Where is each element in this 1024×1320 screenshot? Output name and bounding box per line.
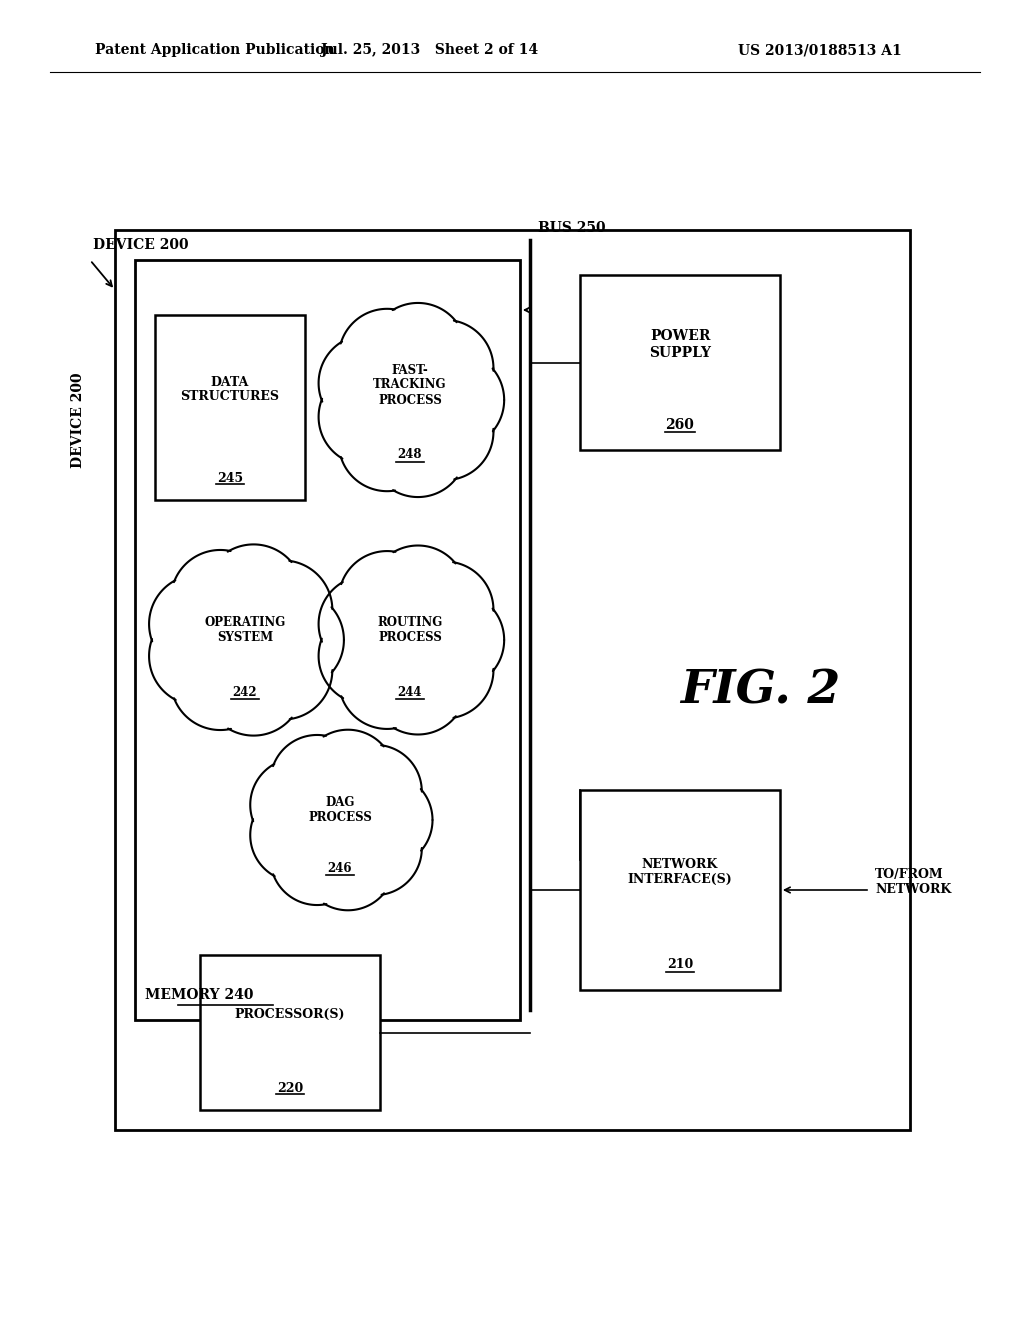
Circle shape	[318, 576, 416, 672]
Circle shape	[250, 758, 344, 851]
Circle shape	[204, 544, 303, 643]
Text: Jul. 25, 2013   Sheet 2 of 14: Jul. 25, 2013 Sheet 2 of 14	[322, 44, 539, 57]
Text: Patent Application Publication: Patent Application Publication	[95, 44, 335, 57]
Circle shape	[288, 767, 392, 873]
Circle shape	[396, 561, 494, 659]
Text: 246: 246	[328, 862, 352, 874]
Circle shape	[370, 638, 466, 734]
Circle shape	[250, 788, 344, 882]
Circle shape	[355, 346, 465, 454]
Bar	[580, 789, 780, 990]
Text: NETWORK
INTERFACE(S): NETWORK INTERFACE(S)	[628, 858, 732, 886]
Circle shape	[270, 812, 364, 906]
Circle shape	[204, 636, 303, 735]
Circle shape	[189, 585, 301, 696]
Text: 244: 244	[397, 685, 422, 698]
Text: MEMORY 240: MEMORY 240	[145, 987, 254, 1002]
Circle shape	[171, 550, 269, 649]
Text: PROCESSOR(S): PROCESSOR(S)	[234, 1008, 345, 1020]
Circle shape	[233, 561, 333, 660]
Circle shape	[339, 632, 435, 729]
Text: US 2013/0188513 A1: US 2013/0188513 A1	[738, 44, 902, 57]
Circle shape	[339, 395, 435, 491]
Text: TO/FROM
NETWORK: TO/FROM NETWORK	[874, 869, 951, 896]
Circle shape	[396, 622, 494, 718]
Text: FIG. 2: FIG. 2	[680, 667, 840, 713]
Text: BUS 250: BUS 250	[538, 220, 605, 235]
Text: DATA
STRUCTURES: DATA STRUCTURES	[180, 375, 280, 404]
Text: DEVICE 200: DEVICE 200	[93, 238, 188, 252]
Circle shape	[171, 631, 269, 730]
Circle shape	[270, 735, 364, 829]
Circle shape	[396, 383, 494, 480]
Circle shape	[318, 607, 416, 705]
Circle shape	[233, 620, 333, 719]
Circle shape	[370, 400, 466, 498]
Circle shape	[301, 817, 394, 911]
Bar	[115, 230, 910, 1130]
Text: 220: 220	[276, 1081, 303, 1094]
Circle shape	[339, 309, 435, 405]
Circle shape	[396, 319, 494, 417]
Circle shape	[370, 304, 466, 400]
Circle shape	[318, 368, 416, 465]
Text: 248: 248	[397, 449, 422, 462]
Circle shape	[329, 744, 422, 838]
Text: 245: 245	[217, 471, 243, 484]
Circle shape	[408, 351, 504, 449]
Circle shape	[339, 550, 435, 648]
Circle shape	[370, 545, 466, 643]
Circle shape	[339, 774, 432, 867]
Bar	[200, 954, 380, 1110]
Text: POWER
SUPPLY: POWER SUPPLY	[649, 330, 711, 359]
Bar	[155, 315, 305, 500]
Circle shape	[329, 801, 422, 895]
Text: 242: 242	[232, 685, 257, 698]
Text: FAST-
TRACKING
PROCESS: FAST- TRACKING PROCESS	[374, 363, 446, 407]
Circle shape	[150, 574, 248, 673]
Circle shape	[355, 586, 465, 694]
Bar	[135, 260, 520, 1020]
Text: ROUTING
PROCESS: ROUTING PROCESS	[378, 616, 442, 644]
Text: DAG
PROCESS: DAG PROCESS	[308, 796, 372, 824]
Text: DEVICE 200: DEVICE 200	[71, 372, 85, 467]
Text: OPERATING
SYSTEM: OPERATING SYSTEM	[205, 616, 286, 644]
Circle shape	[318, 335, 416, 432]
Circle shape	[408, 591, 504, 689]
Bar	[580, 275, 780, 450]
Circle shape	[245, 590, 344, 689]
Text: 210: 210	[667, 958, 693, 972]
Text: 260: 260	[666, 418, 694, 432]
Circle shape	[301, 730, 394, 824]
Circle shape	[150, 606, 248, 705]
